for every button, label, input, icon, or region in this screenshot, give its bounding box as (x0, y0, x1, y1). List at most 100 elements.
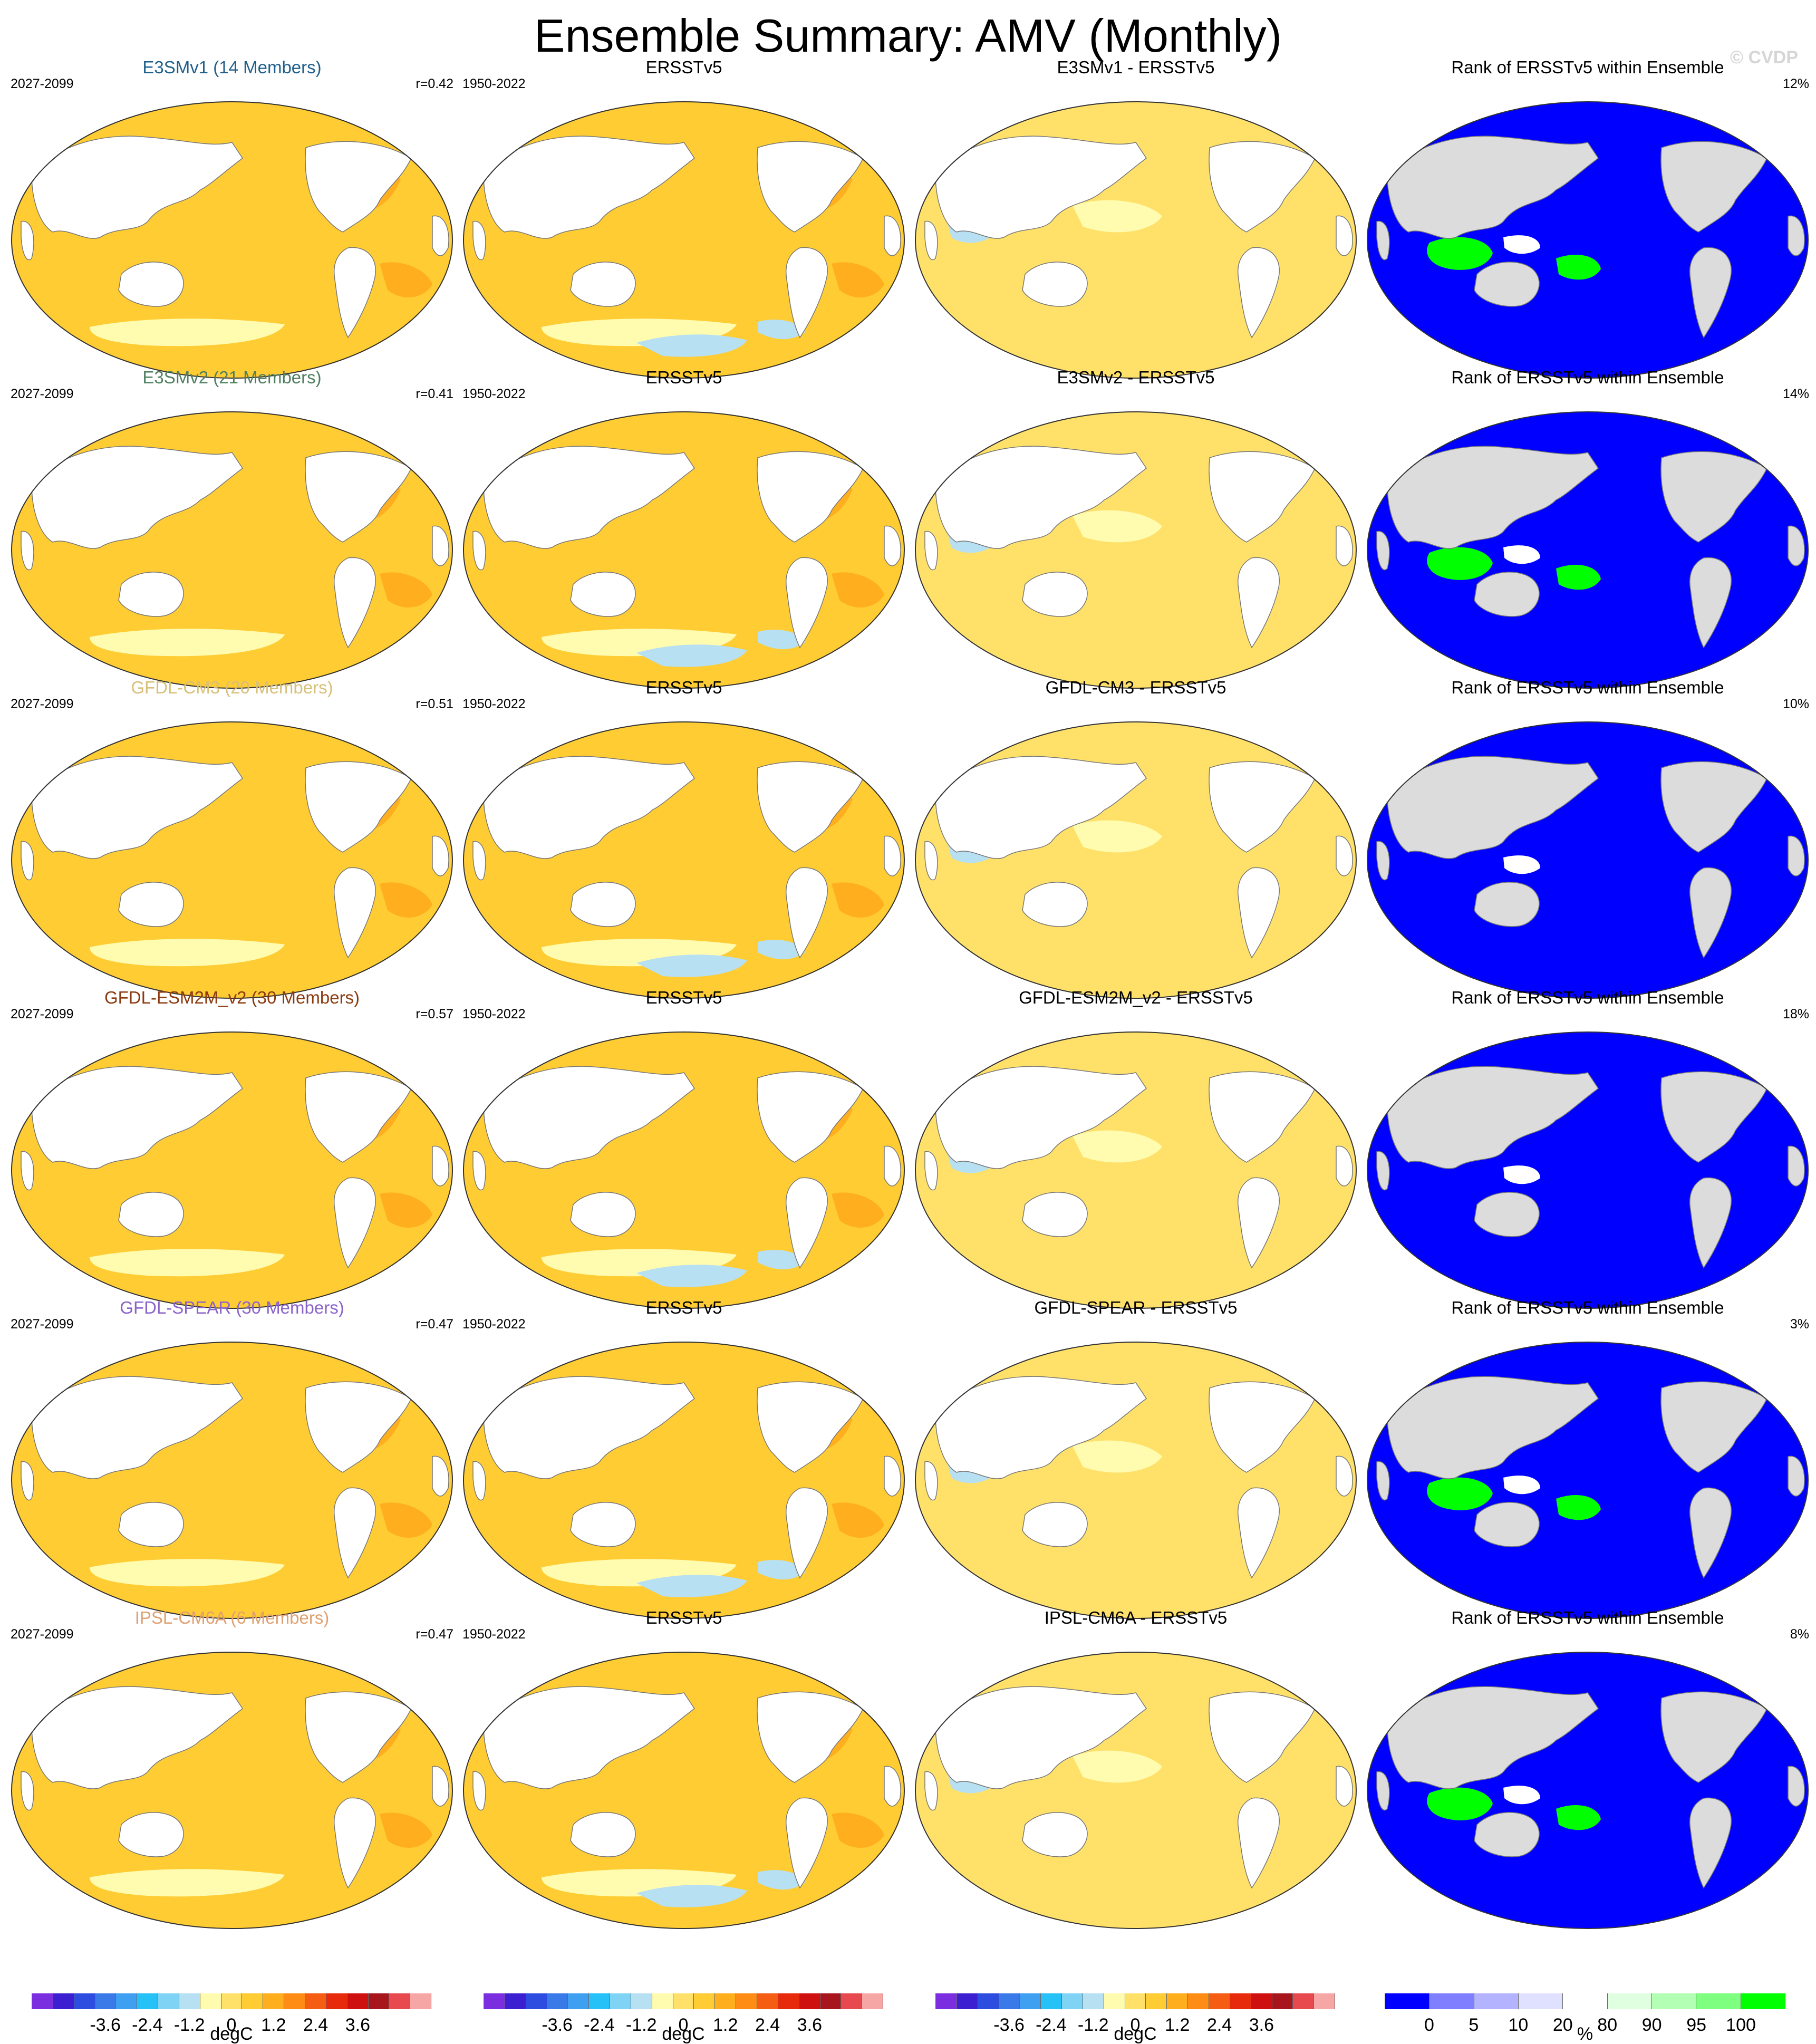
colorbar-swatch (1385, 1993, 1430, 2009)
rank-title: Rank of ERSSTv5 within Ensemble (1451, 988, 1724, 1007)
land-mask (334, 247, 376, 339)
anomaly-map (11, 101, 453, 379)
rank-map (1367, 411, 1809, 689)
land-mask (1238, 867, 1280, 959)
land-mask (1376, 841, 1390, 881)
colorbar-swatch (1020, 1993, 1041, 2009)
field-contour (1136, 1786, 1194, 1811)
colorbar-tick-label: 10 (1508, 2015, 1529, 2035)
land-mask (31, 136, 244, 239)
difference-title: E3SMv2 - ERSSTv5 (1057, 368, 1215, 387)
field-contour (194, 790, 306, 853)
land-mask (1238, 1487, 1280, 1579)
field-contour (194, 170, 306, 233)
field-contour (1020, 1557, 1210, 1579)
rank-map-panel (1366, 410, 1809, 692)
field-contour (832, 882, 884, 918)
model-years: 2027-2099 (11, 1317, 74, 1332)
obs-title: ERSSTv5 (645, 678, 722, 697)
land-mask (1766, 755, 1794, 776)
land-mask (1376, 1151, 1390, 1191)
map-border (11, 411, 453, 689)
land-mask (1209, 141, 1316, 233)
model-years: 2027-2099 (11, 697, 74, 711)
anomaly-map (463, 1652, 905, 1929)
land-mask (472, 841, 486, 881)
field-contour (1427, 237, 1493, 270)
land-mask (1022, 1192, 1088, 1237)
land-mask (924, 1771, 938, 1811)
field-contour (380, 1812, 432, 1848)
colorbar-swatch (179, 1993, 200, 2009)
field-contour (758, 1250, 805, 1270)
model-map-panel (11, 1341, 453, 1623)
field-contour (380, 262, 432, 297)
colorbar-swatch (841, 1993, 863, 2009)
land-mask (1474, 882, 1540, 927)
land-mask (1315, 1685, 1342, 1706)
obs-map-panel (462, 1030, 905, 1313)
colorbar-swatch (200, 1993, 221, 2009)
obs-title: ERSSTv5 (645, 988, 722, 1007)
land-mask (334, 557, 376, 649)
land-mask (305, 761, 412, 853)
land-mask (1660, 1691, 1767, 1783)
colorbar-tick-label: 2.4 (1206, 2015, 1232, 2035)
land-mask (1022, 1502, 1088, 1547)
difference-title: IPSL-CM6A - ERSSTv5 (1044, 1608, 1228, 1627)
land-mask (757, 1381, 864, 1473)
difference-title: GFDL-CM3 - ERSSTv5 (1045, 678, 1226, 697)
land-mask (472, 1771, 486, 1811)
colorbar-swatch (74, 1993, 95, 2009)
colorbar-swatch (1083, 1993, 1104, 2009)
colorbar-swatch (935, 1993, 957, 2009)
land-mask (411, 1685, 439, 1706)
obs-years: 1950-2022 (462, 1007, 526, 1021)
land-mask (1022, 1812, 1088, 1857)
colorbar-swatch (1167, 1993, 1189, 2009)
land-mask (334, 1487, 376, 1579)
rank-map (1367, 1342, 1809, 1619)
field-contour (651, 1192, 768, 1232)
land-mask (1788, 1455, 1805, 1497)
field-contour (1136, 545, 1194, 571)
land-mask (118, 1812, 184, 1857)
difference-map-panel (914, 100, 1357, 382)
land-mask (305, 1381, 412, 1473)
obs-years: 1950-2022 (462, 387, 526, 401)
land-mask (118, 1192, 184, 1237)
field-contour (199, 1812, 316, 1853)
model-map-panel (11, 410, 453, 692)
anomaly-map (463, 411, 905, 689)
land-mask (472, 531, 486, 571)
model-map-panel (11, 100, 453, 382)
colorbar-swatch (1209, 1993, 1230, 2009)
colorbar-swatch (999, 1993, 1020, 2009)
colorbar-swatch (1741, 1993, 1785, 2009)
land-mask (570, 882, 636, 927)
land-mask (472, 220, 486, 261)
land-mask (432, 215, 449, 256)
field-contour (380, 1502, 432, 1538)
colorbar (32, 1993, 432, 2009)
colorbar-tick-label: 3.6 (797, 2015, 822, 2035)
field-contour (1136, 855, 1194, 881)
land-mask (1788, 835, 1805, 876)
model-title: GFDL-CM3 (20 Members) (131, 678, 333, 697)
colorbar-swatch (305, 1993, 326, 2009)
colorbar-swatch (526, 1993, 547, 2009)
colorbar-tick-label: 90 (1641, 2015, 1662, 2035)
field-contour (42, 1169, 144, 1220)
pattern-correlation: r=0.47 (416, 1627, 453, 1642)
land-mask (884, 835, 901, 876)
rank-title: Rank of ERSSTv5 within Ensemble (1451, 1608, 1724, 1627)
figure-title: Ensemble Summary: AMV (Monthly) (534, 9, 1282, 62)
field-contour (1073, 1750, 1162, 1783)
field-contour (494, 238, 596, 290)
land-mask (432, 1455, 449, 1497)
colorbar-swatch (1429, 1993, 1474, 2009)
land-mask (924, 220, 938, 261)
colorbar-tick-label: 0 (678, 2015, 689, 2035)
land-mask (1336, 1145, 1353, 1187)
colorbar-tick-label: 0 (1424, 2015, 1434, 2035)
